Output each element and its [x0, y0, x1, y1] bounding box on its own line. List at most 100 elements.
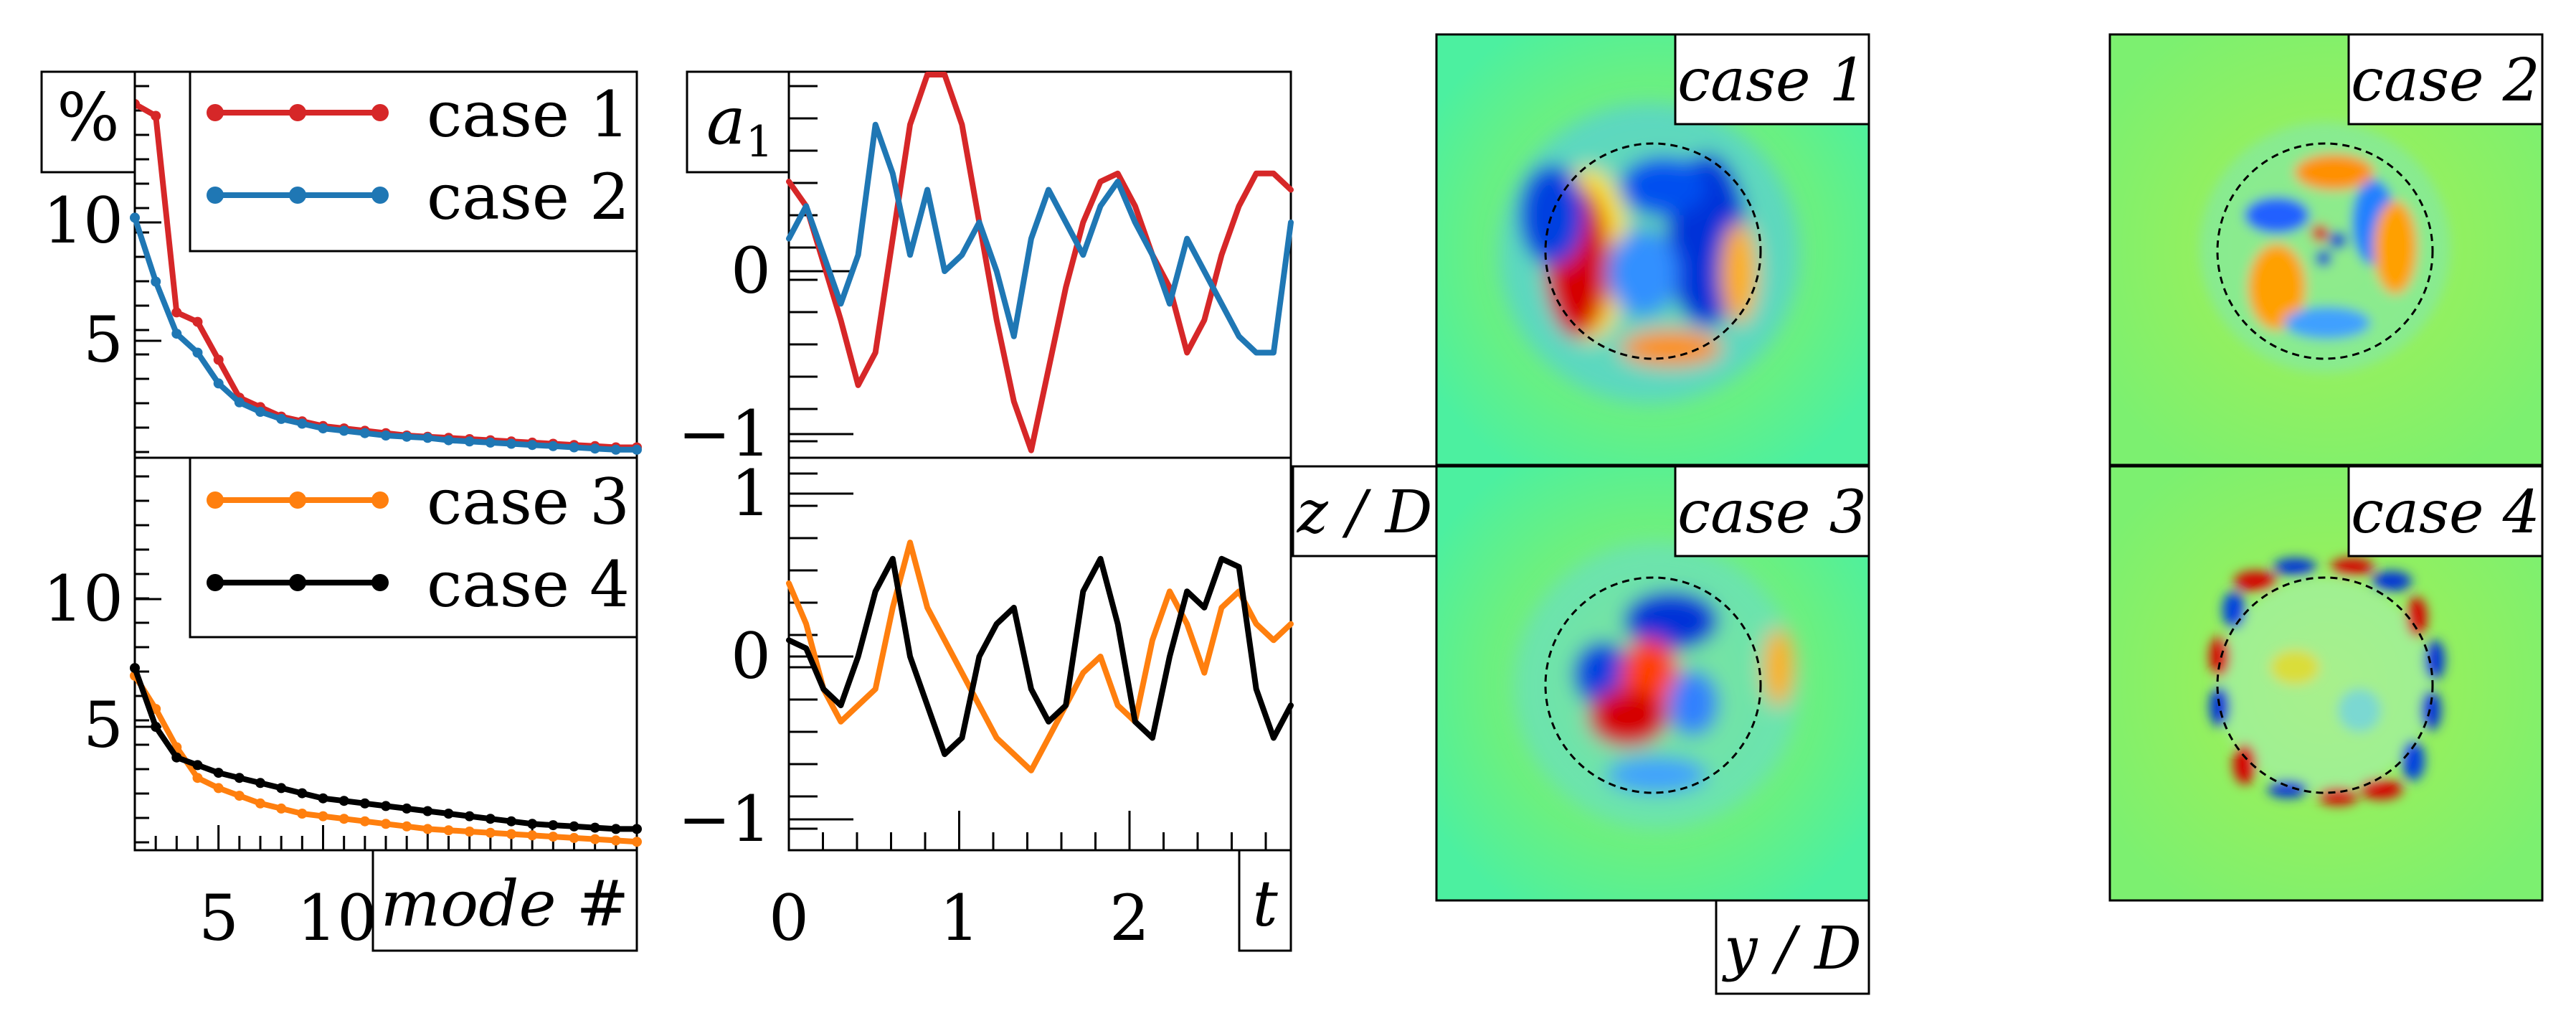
energy-bottom-point-case4: [213, 768, 224, 778]
energy-bottom-series-case3: [132, 672, 640, 845]
energy-bottom-point-case4: [297, 788, 308, 799]
coef-xtick-0: 0: [769, 881, 809, 955]
energy-top-ytick-10: 10: [43, 184, 123, 258]
percent-label-box: [40, 70, 136, 174]
legend-case2-marker: [289, 187, 306, 204]
legend-case3-marker: [371, 491, 389, 509]
yD-label-box: [1715, 899, 1870, 995]
percent-label: %: [57, 79, 119, 156]
energy-bottom-point-case3: [485, 827, 496, 838]
field-panels: case 1 case 3: [1292, 33, 2544, 995]
coef-bottom-ytick-neg1: −1: [678, 782, 771, 856]
coef-bottom-series-case3: [786, 540, 1294, 773]
yD-label: y / D: [1721, 915, 1862, 983]
coef-top-ytick-0: 0: [731, 234, 771, 308]
energy-top-point-case1: [192, 316, 203, 327]
legend-case1-marker: [207, 104, 224, 121]
energy-bottom-ytick-10: 10: [43, 562, 123, 636]
field-case4-label-box: [2347, 465, 2544, 557]
legend-case3-marker: [289, 491, 306, 509]
energy-bottom-point-case4: [402, 803, 412, 814]
field-case3-circle: [1544, 576, 1762, 794]
coef-top-series-case2: [786, 121, 1294, 356]
zD-label: z / D: [1297, 479, 1433, 547]
energy-bottom-point-case3: [192, 773, 203, 783]
energy-top-point-case2: [381, 430, 391, 441]
zD-label-box: [1292, 465, 1438, 557]
energy-bottom-point-case3: [443, 825, 454, 836]
energy-bottom-point-case4: [632, 824, 642, 834]
energy-top-point-case2: [359, 428, 370, 438]
field-case3-frame: [1435, 465, 1870, 902]
energy-bottom-point-case4: [610, 824, 621, 834]
legend-case4-marker: [371, 574, 389, 591]
energy-bottom-point-case3: [213, 783, 224, 794]
t-label-box: [1238, 849, 1292, 952]
legend-case2-label: case 2: [427, 160, 630, 234]
energy-top-point-case2: [464, 436, 475, 447]
energy-bottom-point-case3: [569, 832, 579, 843]
energy-top-point-case2: [297, 418, 308, 429]
field-case2-circle: [2216, 142, 2434, 360]
energy-top-point-case2: [610, 444, 621, 455]
energy-bottom-point-case3: [610, 835, 621, 846]
energy-top-point-case2: [443, 435, 454, 446]
coef-bottom-plot: [786, 540, 1294, 773]
energy-bottom-point-case4: [422, 806, 433, 816]
energy-top-point-case2: [569, 442, 579, 453]
energy-bottom-point-case4: [443, 809, 454, 819]
energy-bottom-point-case4: [548, 820, 559, 831]
field-case2-label-box: [2347, 33, 2544, 126]
energy-top-plot: [130, 99, 642, 455]
energy-bottom-point-case3: [234, 791, 245, 801]
energy-top-point-case2: [589, 443, 600, 454]
energy-bottom-point-case4: [338, 796, 349, 806]
energy-xtick-10: 10: [297, 881, 377, 955]
energy-bottom-point-case3: [381, 819, 391, 829]
energy-top-point-case2: [485, 437, 496, 448]
field-case2-label: case 2: [2351, 47, 2540, 115]
mode-axis-label: mode #: [381, 867, 630, 941]
legend-case4-label: case 4: [427, 547, 630, 621]
field-case1-frame: [1435, 33, 1870, 466]
field-case4-structures: [2210, 558, 2445, 805]
energy-bottom-point-case3: [422, 824, 433, 834]
field-case1-label-box: [1674, 33, 1870, 126]
energy-top-point-case2: [255, 407, 265, 417]
energy-bottom-point-case4: [359, 798, 370, 809]
energy-bottom-plot: [130, 663, 642, 847]
energy-bottom-point-case4: [381, 801, 391, 811]
energy-top-point-case2: [338, 425, 349, 436]
energy-top-ytick-5: 5: [83, 303, 123, 377]
field-case4: case 4: [2108, 465, 2544, 902]
energy-panel: % 10 5 10 5 5 10 mode # case 1 case 2 ca…: [40, 70, 642, 955]
energy-top-point-case1: [151, 110, 161, 121]
field-case2-frame: [2108, 33, 2544, 466]
field-case4-circle: [2216, 576, 2434, 794]
energy-bottom-point-case3: [464, 827, 475, 837]
energy-top-point-case2: [632, 444, 642, 455]
energy-bottom-point-case3: [506, 829, 516, 839]
energy-bottom-point-case4: [171, 752, 182, 763]
field-case1-label: case 1: [1677, 47, 1867, 115]
coef-bottom-series-case4: [786, 555, 1294, 758]
legend-case1-marker: [371, 104, 389, 121]
energy-bottom-point-case3: [589, 834, 600, 844]
field-case3: case 3: [1435, 465, 1870, 902]
energy-top-point-case2: [402, 431, 412, 442]
energy-top-point-case2: [318, 423, 328, 434]
energy-top-point-case2: [171, 329, 182, 339]
coefficient-panel: a1 0 −1 1 0 −1 0 1 2 t: [678, 70, 1294, 955]
a1-label-box: [686, 70, 790, 174]
energy-bottom-point-case3: [338, 814, 349, 824]
legend-case4-marker: [289, 574, 306, 591]
coef-xtick-1: 1: [939, 881, 980, 955]
energy-bottom-point-case4: [589, 822, 600, 833]
energy-top-series-case2: [132, 215, 640, 453]
field-case1-circle: [1544, 142, 1762, 360]
a1-label-subscript: 1: [746, 117, 773, 167]
field-case4-label: case 4: [2351, 479, 2540, 547]
energy-bottom-point-case4: [276, 783, 287, 794]
